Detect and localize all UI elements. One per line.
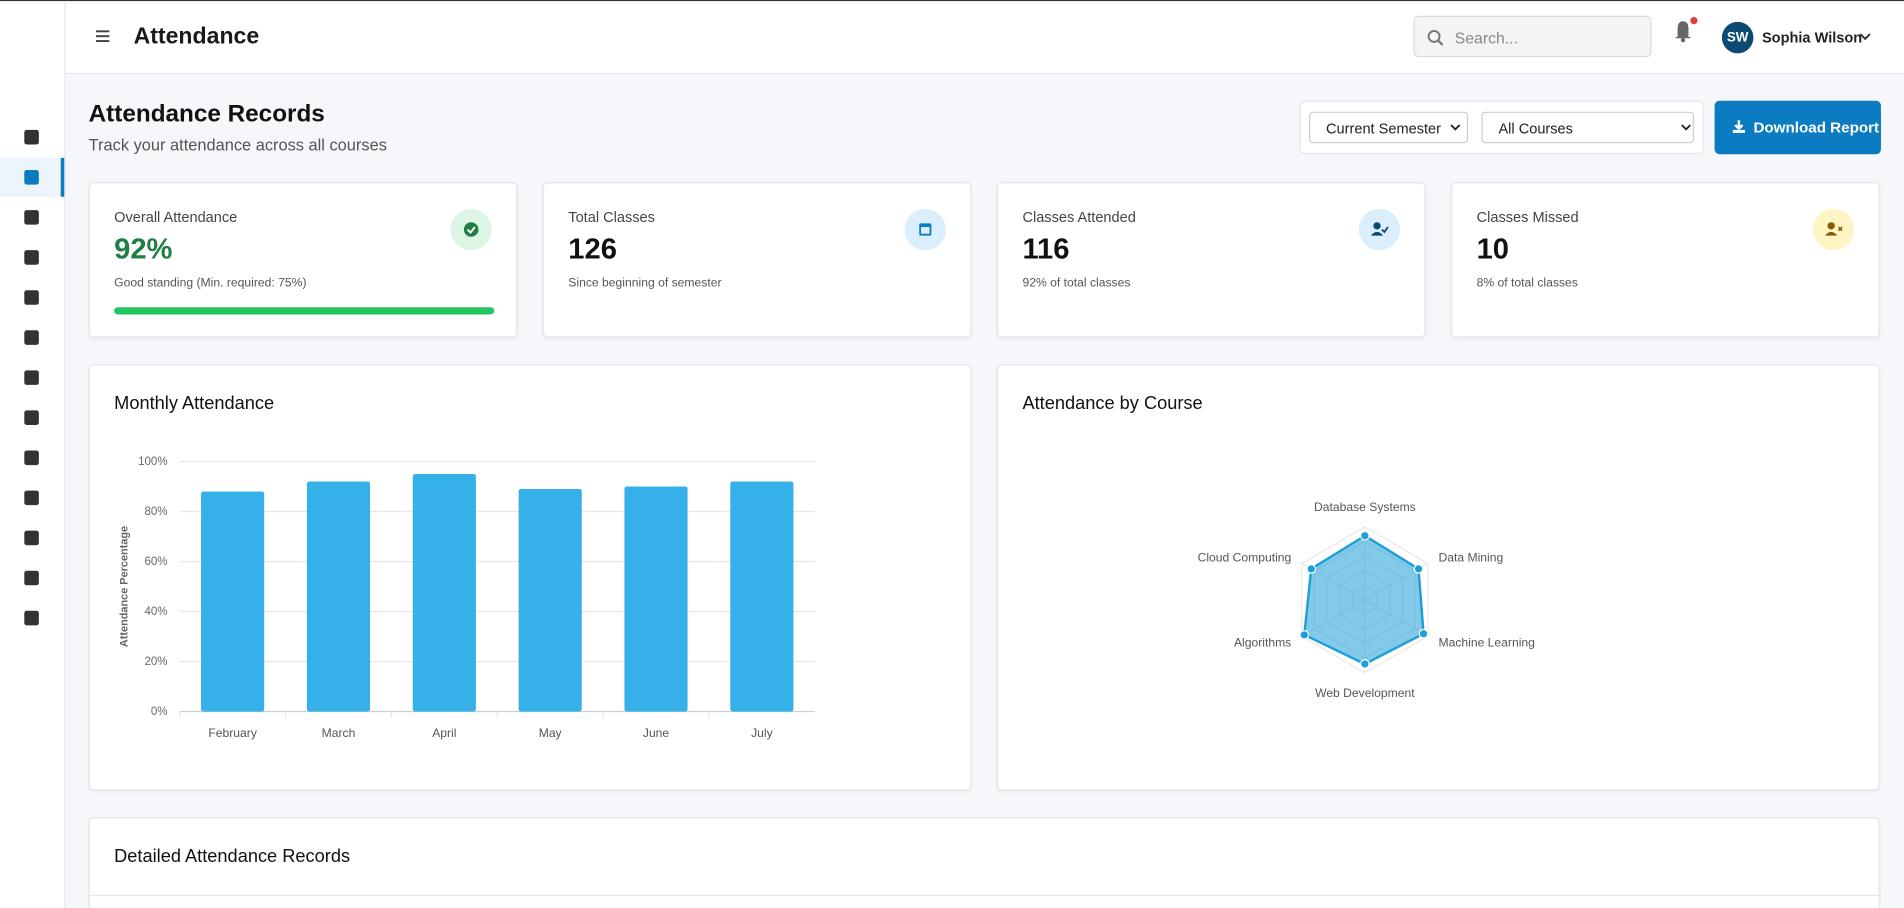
nav-icon[interactable] bbox=[24, 170, 39, 185]
stat-card: Classes Missed 10 8% of total classes bbox=[1451, 182, 1880, 338]
radar-point bbox=[1418, 628, 1429, 639]
nav-icon[interactable] bbox=[24, 210, 39, 225]
stat-card: Overall Attendance 92% Good standing (Mi… bbox=[88, 182, 518, 338]
nav-icon[interactable] bbox=[24, 450, 39, 466]
radar-label: Machine Learning bbox=[1438, 636, 1534, 650]
bar bbox=[306, 481, 371, 712]
stat-note: 8% of total classes bbox=[1476, 276, 1578, 291]
y-tick-label: 80% bbox=[145, 506, 168, 518]
page-subtitle: Track your attendance across all courses bbox=[88, 136, 387, 155]
chart-title: Monthly Attendance bbox=[114, 393, 275, 415]
avatar[interactable]: SW bbox=[1721, 21, 1754, 54]
radar-point bbox=[1299, 629, 1310, 640]
menu-button[interactable] bbox=[95, 29, 111, 44]
radar-area bbox=[1303, 534, 1425, 666]
sidebar-icons bbox=[0, 129, 65, 626]
stat-note: Since beginning of semester bbox=[568, 276, 722, 291]
chart-title: Attendance by Course bbox=[1022, 393, 1203, 415]
nav-icon[interactable] bbox=[24, 530, 39, 546]
stat-label: Classes Missed bbox=[1476, 208, 1579, 226]
radar-point bbox=[1360, 659, 1370, 669]
header: Attendance Search... SW Sophia Wilson bbox=[65, 1, 1904, 75]
nav-icon[interactable] bbox=[24, 570, 39, 586]
x-tick-label: May bbox=[539, 726, 563, 740]
header-title: Attendance bbox=[133, 24, 260, 50]
x-tick-label: June bbox=[643, 726, 670, 740]
nav-icon[interactable] bbox=[24, 330, 39, 345]
stat-value: 116 bbox=[1022, 233, 1070, 266]
nav-icon[interactable] bbox=[24, 610, 39, 626]
active-indicator bbox=[60, 157, 65, 197]
y-axis-label: Attendance Percentage bbox=[119, 526, 131, 647]
top-border bbox=[0, 0, 1904, 2]
x-tick-label: February bbox=[208, 726, 257, 740]
nav-icon[interactable] bbox=[24, 129, 39, 145]
nav-icon[interactable] bbox=[24, 250, 39, 265]
sidebar bbox=[0, 1, 66, 908]
stat-label: Total Classes bbox=[568, 208, 655, 226]
notification-bell[interactable] bbox=[1673, 16, 1698, 45]
chart-card: Attendance by Course bbox=[996, 364, 1880, 791]
nav-icon[interactable] bbox=[24, 410, 39, 426]
user-name[interactable]: Sophia Wilson bbox=[1761, 29, 1863, 47]
stat-note: 92% of total classes bbox=[1022, 276, 1131, 291]
user-menu-caret[interactable] bbox=[1859, 33, 1871, 43]
stat-value: 92% bbox=[114, 233, 173, 266]
semester-select[interactable]: Current Semester bbox=[1309, 111, 1469, 144]
radar-label: Database Systems bbox=[1314, 500, 1416, 514]
stat-value: 10 bbox=[1476, 233, 1510, 266]
course-select[interactable]: All Courses bbox=[1481, 111, 1694, 144]
stat-icon bbox=[450, 208, 492, 251]
search-box[interactable]: Search... bbox=[1413, 15, 1652, 58]
stat-label: Classes Attended bbox=[1022, 208, 1136, 226]
stat-value: 126 bbox=[568, 233, 617, 266]
x-tick-label: April bbox=[432, 726, 456, 740]
bar bbox=[730, 481, 794, 712]
stat-card: Total Classes 126 Since beginning of sem… bbox=[542, 182, 972, 338]
bar bbox=[412, 473, 476, 712]
y-tick-label: 0% bbox=[151, 706, 168, 718]
progress-bar bbox=[114, 307, 495, 315]
stat-label: Overall Attendance bbox=[114, 208, 238, 226]
search-placeholder: Search... bbox=[1454, 29, 1518, 48]
divider bbox=[89, 894, 1881, 897]
y-tick-label: 20% bbox=[145, 656, 168, 668]
bar bbox=[624, 486, 688, 712]
bar bbox=[201, 491, 265, 712]
radar-label: Web Development bbox=[1315, 686, 1415, 700]
stat-icon bbox=[1812, 208, 1855, 251]
x-tick-label: July bbox=[751, 726, 773, 740]
radar-label: Algorithms bbox=[1234, 636, 1291, 650]
nav-icon[interactable] bbox=[24, 490, 39, 506]
y-tick-label: 100% bbox=[138, 456, 167, 468]
details-card: Detailed Attendance Records bbox=[88, 817, 1881, 908]
stat-card: Classes Attended 116 92% of total classe… bbox=[996, 182, 1426, 338]
x-tick-label: March bbox=[322, 726, 356, 740]
radar-point bbox=[1413, 564, 1424, 574]
bar bbox=[518, 488, 582, 712]
download-label: Download Report bbox=[1753, 119, 1880, 137]
radar-label: Data Mining bbox=[1438, 551, 1503, 565]
filters: Current Semester All Courses bbox=[1299, 100, 1704, 155]
y-tick-label: 40% bbox=[145, 606, 168, 618]
stat-icon bbox=[904, 208, 946, 251]
details-title: Detailed Attendance Records bbox=[114, 846, 351, 868]
y-tick-label: 60% bbox=[145, 556, 168, 568]
radar-point bbox=[1306, 564, 1317, 574]
radar-label: Cloud Computing bbox=[1198, 551, 1292, 565]
nav-icon[interactable] bbox=[24, 370, 39, 385]
download-button[interactable]: Download Report bbox=[1714, 100, 1881, 155]
nav-icon[interactable] bbox=[24, 290, 39, 305]
radar-point bbox=[1360, 530, 1370, 541]
stat-note: Good standing (Min. required: 75%) bbox=[114, 276, 307, 291]
stat-icon bbox=[1358, 208, 1401, 251]
page-title: Attendance Records bbox=[88, 100, 325, 128]
